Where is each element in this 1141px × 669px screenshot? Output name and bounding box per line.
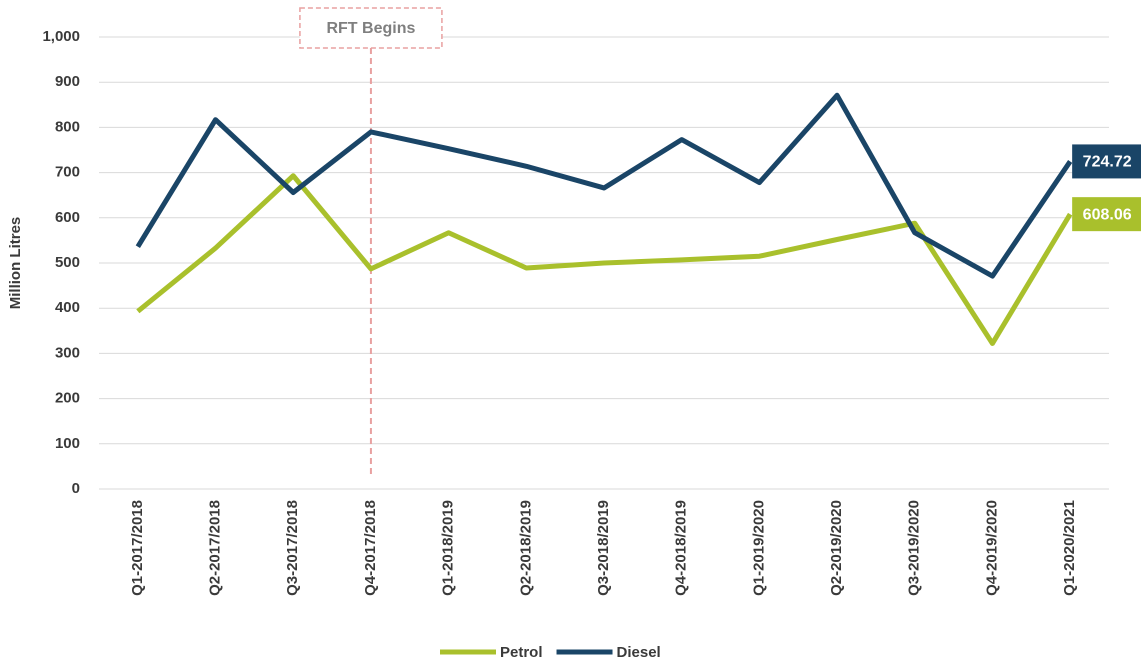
y-tick-label: 0: [72, 480, 80, 497]
y-tick-label: 100: [55, 435, 80, 452]
x-tick-label: Q4-2019/2020: [983, 500, 1000, 596]
y-axis-label: Million Litres: [7, 217, 24, 310]
line-series: [136, 173, 1073, 346]
data-label: 608.06: [1083, 206, 1132, 223]
y-tick-label: 700: [55, 164, 80, 181]
line-series: [135, 92, 1073, 279]
y-tick-label: 1,000: [42, 28, 80, 45]
y-tick-label: 800: [55, 118, 80, 135]
legend-label: Diesel: [617, 644, 661, 661]
data-label: 724.72: [1083, 154, 1132, 171]
x-tick-label: Q3-2019/2020: [906, 500, 923, 596]
y-tick-label: 300: [55, 344, 80, 361]
data-label-box: [1072, 197, 1141, 232]
y-tick-label: 600: [55, 209, 80, 226]
y-tick-label: 400: [55, 299, 80, 316]
legend-label: Petrol: [500, 644, 543, 661]
x-tick-label: Q2-2018/2019: [517, 500, 534, 596]
x-tick-label: Q2-2019/2020: [828, 500, 845, 596]
data-label-box: [1072, 144, 1141, 179]
y-tick-label: 500: [55, 254, 80, 271]
x-tick-label: Q1-2019/2020: [750, 500, 767, 596]
x-tick-label: Q4-2018/2019: [673, 500, 690, 596]
x-tick-label: Q3-2017/2018: [284, 500, 301, 596]
x-tick-label: Q3-2018/2019: [595, 500, 612, 596]
x-tick-label: Q1-2020/2021: [1061, 500, 1078, 596]
annotation-label: RFT Begins: [326, 20, 415, 37]
x-tick-label: Q1-2018/2019: [440, 500, 457, 596]
x-tick-label: Q4-2017/2018: [362, 500, 379, 596]
y-tick-label: 900: [55, 73, 80, 90]
annotation-box: [299, 7, 443, 49]
y-tick-label: 200: [55, 390, 80, 407]
x-tick-label: Q1-2017/2018: [129, 500, 146, 596]
x-tick-label: Q2-2017/2018: [207, 500, 224, 596]
